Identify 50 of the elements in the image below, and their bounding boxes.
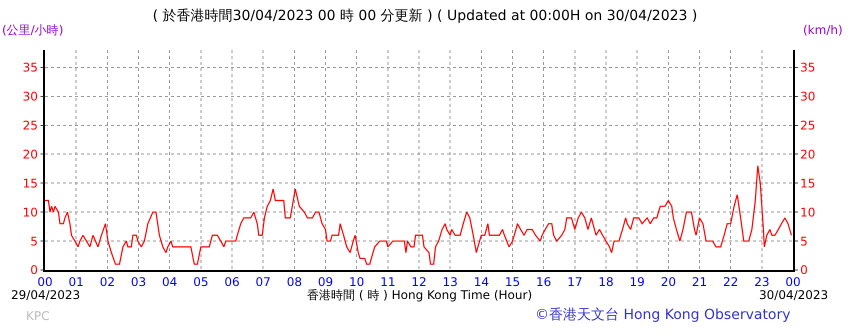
y-tick-label: 35 [22, 60, 38, 75]
y-tick-label: 20 [22, 147, 38, 162]
x-tick-label: 05 [193, 275, 208, 290]
y2-tick-label: 5 [800, 234, 808, 248]
y-tick-label: 0 [30, 263, 38, 278]
x-tick-label: 06 [224, 275, 240, 290]
x-tick-label: 20 [660, 275, 676, 290]
text: KPC [26, 309, 50, 323]
y-axis-title: (公里/小時) [2, 23, 64, 37]
y-tick-label: 30 [22, 90, 38, 104]
x-tick-label: 00 [785, 275, 801, 290]
x-tick-label: 23 [754, 275, 770, 290]
y2-tick-label: 35 [800, 60, 816, 75]
x-tick-label: 10 [349, 275, 364, 290]
y2-tick-label: 10 [800, 205, 816, 220]
x-tick-label: 08 [286, 275, 302, 290]
x-tick-label: 07 [256, 275, 271, 290]
x-tick-label: 11 [380, 275, 396, 290]
text: 30/04/2023 [759, 288, 828, 302]
y-tick-label: 15 [22, 176, 38, 190]
x-axis-title: 香港時間 ( 時 ) Hong Kong Time (Hour) [307, 288, 532, 302]
y2-tick-label: 20 [800, 147, 816, 162]
x-tick-label: 15 [504, 275, 520, 290]
x-tick-label: 14 [474, 275, 489, 290]
y-tick-label: 25 [22, 118, 38, 132]
x-tick-label: 17 [567, 275, 582, 290]
y2-tick-label: 30 [800, 90, 816, 104]
x-tick-label: 09 [318, 275, 334, 290]
x-tick-label: 16 [536, 275, 552, 290]
x-tick-label: 12 [411, 275, 427, 290]
x-tick-label: 00 [37, 275, 53, 290]
x-tick-label: 04 [162, 275, 178, 290]
text: 29/04/2023 [11, 288, 80, 302]
x-tick-label: 21 [692, 275, 708, 290]
x-tick-label: 19 [630, 275, 645, 290]
y2-axis-title: (km/h) [803, 23, 843, 37]
x-tick-label: 03 [130, 275, 146, 290]
y2-tick-label: 0 [800, 263, 808, 278]
x-tick-label: 13 [442, 275, 458, 290]
text: ©香港天文台 Hong Kong Observatory [535, 307, 791, 323]
y-tick-label: 5 [30, 234, 38, 248]
x-tick-label: 01 [68, 275, 84, 290]
x-tick-label: 02 [100, 275, 115, 290]
y-tick-label: 10 [22, 205, 38, 220]
y2-tick-label: 25 [800, 118, 816, 132]
chart-title: ( 於香港時間30/04/2023 00 時 00 分更新 ) ( Updated at 00:00H on 30/04/2023 ) [152, 8, 698, 24]
x-tick-label: 18 [598, 275, 614, 290]
y2-tick-label: 15 [800, 176, 816, 190]
line-series [45, 165, 792, 265]
x-tick-label: 22 [723, 275, 738, 290]
